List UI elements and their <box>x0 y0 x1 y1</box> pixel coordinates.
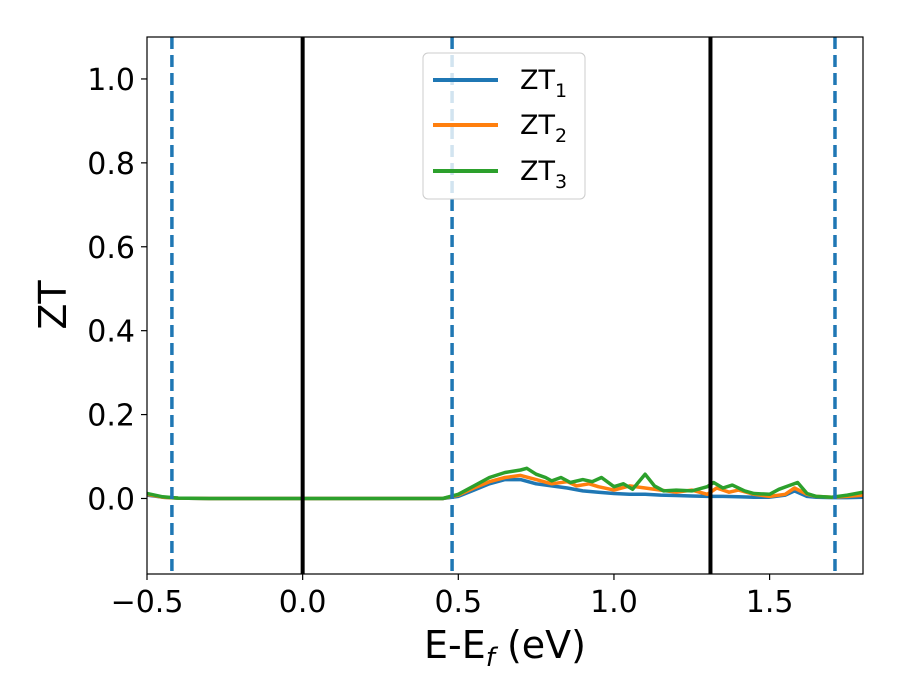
y-tick-label: 0.4 <box>87 315 135 350</box>
legend-label-zt1: ZT1 <box>520 65 567 102</box>
y-axis-label: ZT <box>31 280 75 330</box>
y-tick-label: 0.8 <box>87 147 135 182</box>
y-tick-label: 1.0 <box>87 63 135 98</box>
legend-label-zt2: ZT2 <box>520 110 567 147</box>
plot-frame <box>146 36 864 575</box>
y-tick-label: 0.6 <box>87 231 135 266</box>
y-tick-label: 0.2 <box>87 399 135 434</box>
x-axis-ticks: −0.5 0.0 0.5 1.0 1.5 <box>111 574 794 620</box>
x-tick-label: 0.0 <box>279 585 327 620</box>
series-line-zt3 <box>147 466 863 501</box>
legend-label-zt3: ZT3 <box>520 156 567 193</box>
x-axis-label: E-Ef (eV) <box>424 623 586 673</box>
plot-area <box>147 37 863 574</box>
x-tick-label: 0.5 <box>434 585 482 620</box>
x-tick-label: 1.5 <box>746 585 794 620</box>
y-axis-ticks: 0.0 0.2 0.4 0.6 0.8 1.0 <box>87 63 147 517</box>
x-tick-label: −0.5 <box>111 585 184 620</box>
y-tick-label: 0.0 <box>87 482 135 517</box>
legend: ZT1 ZT2 ZT3 <box>422 52 586 200</box>
x-tick-label: 1.0 <box>590 585 638 620</box>
